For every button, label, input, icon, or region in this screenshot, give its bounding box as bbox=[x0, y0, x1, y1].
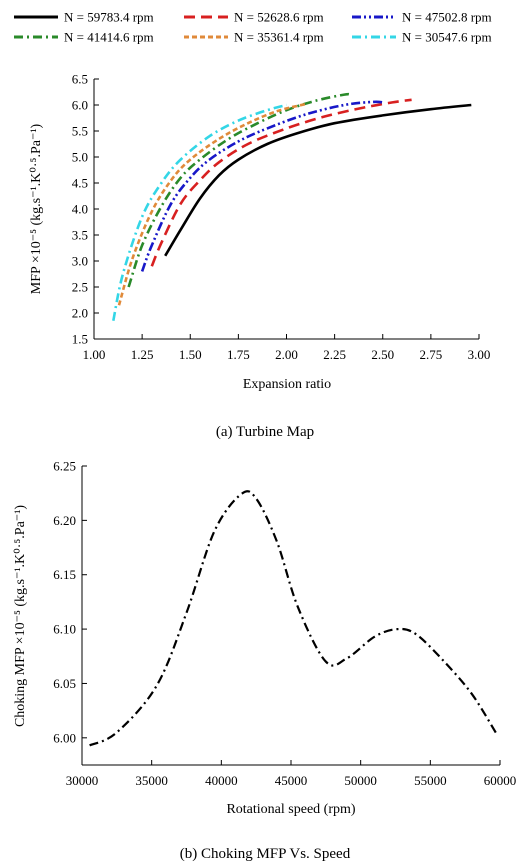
y-tick-label: 4.5 bbox=[72, 176, 88, 191]
y-tick-label: 6.05 bbox=[53, 676, 76, 691]
x-tick-label: 40000 bbox=[205, 773, 238, 788]
x-tick-label: 2.00 bbox=[275, 347, 298, 362]
x-axis-ticks: 1.00 1.25 1.50 1.75 2.00 2.25 2.50 2.75 3.00 bbox=[83, 334, 491, 362]
caption-b: (b) Choking MFP Vs. Speed bbox=[180, 846, 351, 862]
y-tick-label: 1.5 bbox=[72, 332, 88, 347]
legend-label-1: N = 52628.6 rpm bbox=[234, 10, 324, 25]
x-axis-ticks: 30000 35000 40000 45000 50000 55000 60000 bbox=[66, 760, 517, 788]
series-line-3 bbox=[127, 92, 351, 288]
y-tick-label: 6.10 bbox=[53, 622, 76, 637]
y-tick-label: 6.15 bbox=[53, 567, 76, 582]
y-tick-label: 5.0 bbox=[72, 150, 88, 165]
x-axis-label: Rotational speed (rpm) bbox=[226, 802, 355, 817]
x-tick-label: 60000 bbox=[484, 773, 517, 788]
y-tick-label: 6.5 bbox=[72, 72, 88, 87]
legend-label-3: N = 41414.6 rpm bbox=[64, 30, 154, 45]
y-tick-label: 5.5 bbox=[72, 124, 88, 139]
x-tick-label: 1.50 bbox=[179, 347, 202, 362]
choking-mfp-chart: 6.00 6.05 6.10 6.15 6.20 6.25 30000 35000 40000… bbox=[13, 459, 516, 863]
series-line-5 bbox=[112, 103, 287, 322]
legend: N = 59783.4 rpm N = 52628.6 rpm N = 47502.… bbox=[14, 10, 492, 45]
series-line-2 bbox=[140, 100, 383, 272]
x-tick-label: 2.75 bbox=[420, 347, 443, 362]
x-tick-label: 30000 bbox=[66, 773, 99, 788]
y-tick-label: 3.5 bbox=[72, 228, 88, 243]
series-line-0 bbox=[89, 490, 498, 747]
y-tick-label: 2.5 bbox=[72, 280, 88, 295]
legend-label-4: N = 35361.4 rpm bbox=[234, 30, 324, 45]
y-axis-label: Choking MFP ×10⁻⁵ (kg.s⁻¹.K⁰·⁵.Pa⁻¹) bbox=[13, 505, 28, 727]
caption-a: (a) Turbine Map bbox=[216, 424, 314, 440]
y-tick-label: 6.25 bbox=[53, 459, 76, 474]
legend-label-5: N = 30547.6 rpm bbox=[402, 30, 492, 45]
x-axis-label: Expansion ratio bbox=[243, 377, 331, 392]
x-tick-label: 35000 bbox=[135, 773, 168, 788]
y-axis-label: MFP ×10⁻⁵ (kg.s⁻¹.K⁰·⁵.Pa⁻¹) bbox=[29, 123, 44, 294]
y-tick-label: 2.0 bbox=[72, 306, 88, 321]
y-tick-label: 6.0 bbox=[72, 98, 88, 113]
x-tick-label: 2.50 bbox=[371, 347, 394, 362]
series-line-0 bbox=[164, 103, 472, 257]
x-tick-label: 50000 bbox=[344, 773, 377, 788]
series-lines bbox=[89, 490, 498, 747]
x-tick-label: 3.00 bbox=[468, 347, 491, 362]
legend-label-2: N = 47502.8 rpm bbox=[402, 10, 492, 25]
series-line-4 bbox=[117, 102, 307, 306]
y-tick-label: 3.0 bbox=[72, 254, 88, 269]
y-axis-ticks: 6.00 6.05 6.10 6.15 6.20 6.25 bbox=[53, 459, 87, 745]
x-tick-label: 2.25 bbox=[323, 347, 346, 362]
y-tick-label: 6.20 bbox=[53, 513, 76, 528]
x-tick-label: 55000 bbox=[414, 773, 447, 788]
x-tick-label: 1.25 bbox=[131, 347, 154, 362]
y-tick-label: 4.0 bbox=[72, 202, 88, 217]
series-line-1 bbox=[150, 98, 412, 267]
x-tick-label: 1.00 bbox=[83, 347, 106, 362]
turbine-map-chart: 1.52.02.53.03.54.04.55.05.56.06.5 1.00 1.… bbox=[29, 72, 490, 441]
series-lines bbox=[112, 92, 472, 322]
x-tick-label: 1.75 bbox=[227, 347, 250, 362]
x-tick-label: 45000 bbox=[275, 773, 308, 788]
legend-label-0: N = 59783.4 rpm bbox=[64, 10, 154, 25]
y-axis-ticks: 1.5 2.0 2.5 3.0 3.5 4.0 4.5 5.0 5.5 6.0 6.5 bbox=[72, 72, 99, 347]
y-tick-label: 6.00 bbox=[53, 730, 76, 745]
